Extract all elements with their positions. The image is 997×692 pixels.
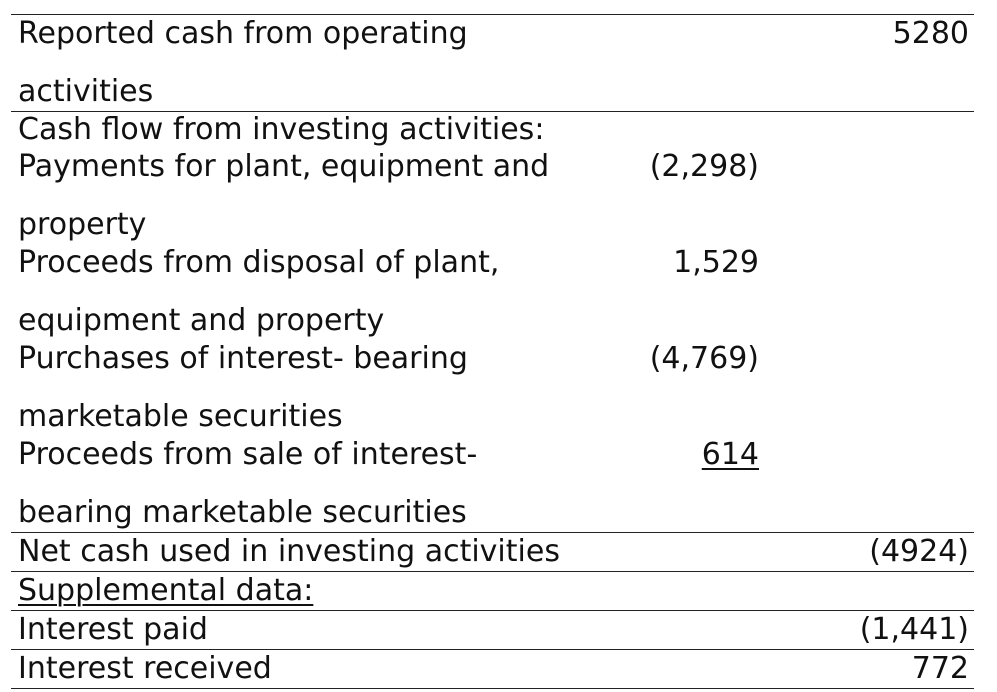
row-label-line1: Purchases of interest- bearing (18, 341, 468, 376)
row-label-line1: Proceeds from disposal of plant, (18, 245, 500, 280)
interest-received-value: 772 (764, 649, 974, 689)
row-mid-value (589, 14, 764, 112)
proceeds-securities-value-cell: 614 (589, 436, 764, 533)
row-label-line1: Reported cash from operating (18, 16, 468, 51)
table-row-reported-cash: Reported cash from operating activities … (11, 14, 974, 112)
cash-flow-table: Reported cash from operating activities … (11, 14, 974, 689)
supplemental-heading-cell: Supplemental data: (11, 571, 974, 611)
investing-section-heading: Cash flow from investing activities: (18, 112, 545, 147)
row-label-line2: equipment and property (18, 303, 385, 338)
table-row-supplemental: Supplemental data: (11, 571, 974, 611)
table-row-interest-received: Interest received 772 (11, 649, 974, 689)
row-label: Purchases of interest- bearing marketabl… (11, 340, 589, 436)
table-row-proceeds-ppe: Proceeds from disposal of plant, equipme… (11, 244, 974, 340)
table-row-interest-paid: Interest paid (1,441) (11, 610, 974, 650)
row-label: Interest received (11, 649, 589, 689)
row-label-line2: activities (18, 74, 154, 109)
row-right-value (764, 244, 974, 340)
cash-flow-table-container: Reported cash from operating activities … (11, 14, 974, 689)
table-row-investing-header: Cash flow from investing activities: (11, 112, 974, 149)
reported-cash-value: 5280 (764, 14, 974, 112)
row-label: Net cash used in investing activities (11, 532, 589, 572)
table-row-purchases-securities: Purchases of interest- bearing marketabl… (11, 340, 974, 436)
row-label-line1: Proceeds from sale of interest- (18, 437, 478, 472)
interest-paid-value: (1,441) (764, 610, 974, 650)
net-investing-value: (4924) (764, 532, 974, 572)
table-row-payments-ppe: Payments for plant, equipment and proper… (11, 148, 974, 244)
row-label: Interest paid (11, 610, 589, 650)
purchases-securities-value: (4,769) (649, 341, 759, 376)
payments-ppe-value: (2,298) (649, 149, 759, 184)
row-label: Payments for plant, equipment and proper… (11, 148, 589, 244)
row-label: Proceeds from disposal of plant, equipme… (11, 244, 589, 340)
row-mid-value (589, 610, 764, 650)
row-label-line1: Payments for plant, equipment and (18, 149, 550, 184)
row-label-line2: bearing marketable securities (18, 495, 467, 530)
table-row-net-investing: Net cash used in investing activities (4… (11, 532, 974, 572)
proceeds-securities-value: 614 (701, 437, 759, 472)
table-row-proceeds-securities: Proceeds from sale of interest- bearing … (11, 436, 974, 533)
row-label-line2: property (18, 207, 147, 242)
supplemental-heading: Supplemental data: (18, 573, 314, 608)
proceeds-ppe-value: 1,529 (673, 245, 759, 280)
row-right-value (764, 436, 974, 533)
row-label-line2: marketable securities (18, 399, 343, 434)
row-mid-value (589, 649, 764, 689)
row-right-value (764, 340, 974, 436)
row-label: Reported cash from operating activities (11, 14, 589, 112)
row-mid-value (589, 532, 764, 572)
row-label: Proceeds from sale of interest- bearing … (11, 436, 589, 533)
row-right-value (764, 148, 974, 244)
